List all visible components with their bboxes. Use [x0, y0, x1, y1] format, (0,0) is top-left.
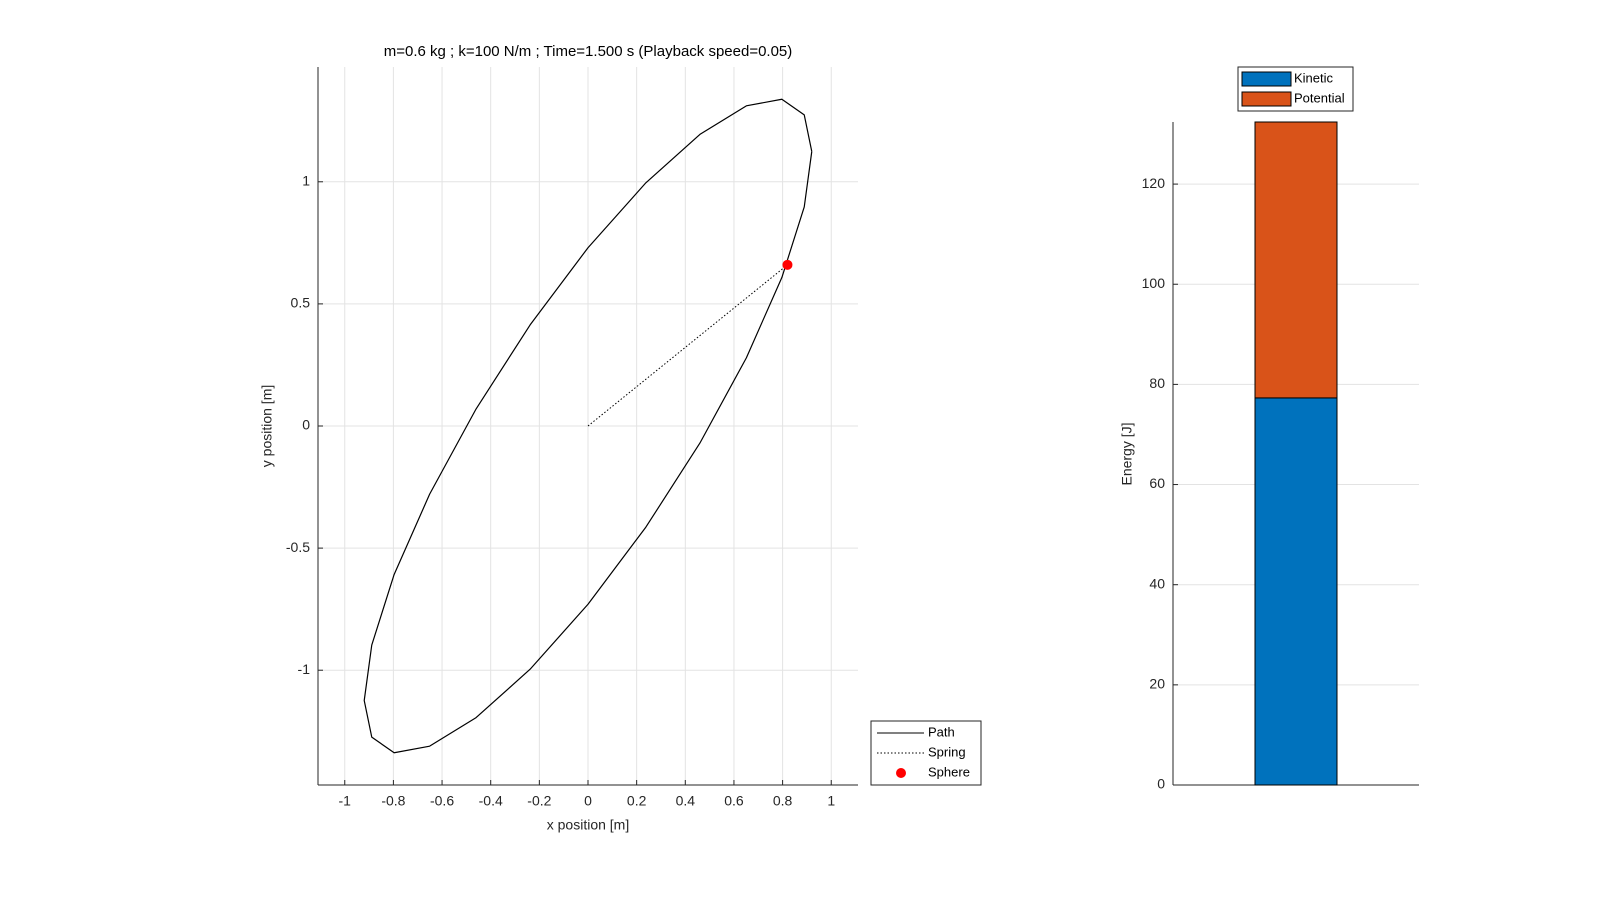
x-tick-label: -1	[339, 793, 352, 809]
y-tick-label: 0	[1157, 776, 1165, 792]
legend-label: Spring	[928, 744, 966, 759]
path-line	[363, 98, 813, 754]
y-axis-label: y position [m]	[259, 385, 275, 467]
legend-label: Potential	[1294, 90, 1345, 105]
sphere-marker	[782, 259, 793, 270]
x-tick-label: 0.2	[627, 793, 647, 809]
y-tick-label: 60	[1149, 475, 1165, 491]
x-tick-label: -0.4	[479, 793, 503, 809]
chart-title: m=0.6 kg ; k=100 N/m ; Time=1.500 s (Pla…	[384, 43, 793, 60]
x-tick-label: 0.8	[773, 793, 793, 809]
y-tick-label: -1	[298, 661, 311, 677]
y-tick-label: 40	[1149, 575, 1165, 591]
y-tick-label: -0.5	[286, 539, 310, 555]
x-tick-label: 0.6	[724, 793, 744, 809]
legend-label: Sphere	[928, 764, 970, 779]
legend-marker	[896, 768, 906, 778]
y-axis-label: Energy [J]	[1119, 422, 1135, 485]
legend-box	[870, 720, 982, 786]
y-tick-label: 80	[1149, 375, 1165, 391]
y-tick-label: 20	[1149, 676, 1165, 692]
x-tick-label: 0.4	[676, 793, 696, 809]
y-tick-label: 120	[1142, 175, 1166, 191]
x-axis-label: x position [m]	[547, 817, 629, 833]
y-tick-label: 1	[302, 172, 310, 188]
y-tick-label: 0.5	[291, 295, 311, 311]
legend-swatch	[1241, 71, 1292, 87]
x-tick-label: -0.8	[381, 793, 405, 809]
x-tick-label: 1	[827, 793, 835, 809]
x-tick-label: -0.2	[527, 793, 551, 809]
legend-swatch	[1241, 91, 1292, 107]
spring-line	[587, 264, 788, 427]
legend-label: Kinetic	[1294, 70, 1334, 85]
legend-label: Path	[928, 724, 955, 739]
x-tick-label: -0.6	[430, 793, 454, 809]
bar-segment	[1254, 121, 1338, 399]
bar-segment	[1254, 397, 1338, 786]
y-tick-label: 100	[1142, 275, 1166, 291]
y-tick-label: 0	[302, 417, 310, 433]
x-tick-label: 0	[584, 793, 592, 809]
